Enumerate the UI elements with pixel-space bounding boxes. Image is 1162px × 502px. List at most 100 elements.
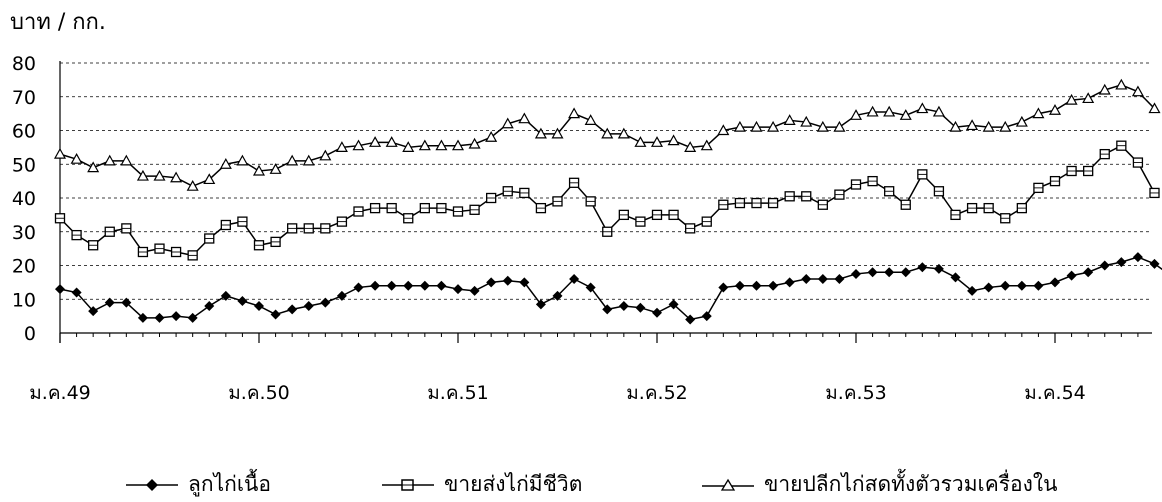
data-point xyxy=(667,134,680,146)
data-point xyxy=(717,124,730,136)
data-point xyxy=(519,277,530,288)
data-point xyxy=(966,119,979,131)
legend-marker-1 xyxy=(382,478,434,491)
data-point xyxy=(71,287,82,298)
data-point xyxy=(403,280,414,291)
y-tick-label: 30 xyxy=(12,222,36,244)
data-point xyxy=(685,314,696,325)
data-point xyxy=(700,139,713,151)
data-point xyxy=(1066,270,1077,281)
data-point xyxy=(153,169,166,181)
data-point xyxy=(849,109,863,120)
legend-item-1: ขายส่งไก่มีชีวิต xyxy=(380,468,582,501)
data-point xyxy=(949,120,962,132)
data-point xyxy=(171,311,182,322)
data-point xyxy=(1099,260,1110,271)
data-point xyxy=(999,120,1012,132)
data-point xyxy=(634,136,647,147)
data-point xyxy=(867,267,878,278)
data-point xyxy=(817,274,828,284)
legend-label-1: ขายส่งไก่มีชีวิต xyxy=(444,472,583,496)
data-point xyxy=(502,275,513,286)
data-point xyxy=(568,107,581,119)
data-point xyxy=(1083,267,1094,278)
data-point xyxy=(286,154,299,166)
data-point xyxy=(783,114,796,125)
data-point xyxy=(419,280,430,291)
data-point xyxy=(485,131,498,142)
data-point xyxy=(768,280,779,291)
axes xyxy=(59,61,1152,343)
data-point xyxy=(120,154,133,166)
data-point xyxy=(87,161,100,173)
data-point xyxy=(534,127,547,139)
data-point xyxy=(1082,92,1095,104)
data-point xyxy=(352,139,365,151)
data-point xyxy=(1033,280,1044,291)
data-point xyxy=(617,127,630,139)
data-point xyxy=(518,112,531,124)
data-point xyxy=(1116,257,1127,268)
data-point xyxy=(386,280,397,291)
x-tick-label: ม.ค.51 xyxy=(427,382,489,404)
data-point xyxy=(220,290,231,301)
legend-label-0: ลูกไก่เนื้อ xyxy=(188,472,272,496)
y-tick-label: 70 xyxy=(12,87,36,109)
x-tick-labels: ม.ค.49 ม.ค.50 ม.ค.51 ม.ค.52 ม.ค.53 ม.ค.54 xyxy=(29,382,1086,404)
data-point xyxy=(751,280,762,291)
data-point xyxy=(652,307,662,318)
y-tick-label: 60 xyxy=(12,121,36,143)
x-tick-label: ม.ค.52 xyxy=(626,382,688,404)
data-point xyxy=(884,267,895,278)
y-tick-label: 80 xyxy=(12,53,36,75)
data-point xyxy=(287,304,298,315)
data-point xyxy=(535,299,546,310)
data-point xyxy=(784,277,795,288)
legend-marker-0 xyxy=(126,478,178,491)
data-point xyxy=(254,301,264,311)
data-point xyxy=(551,127,564,139)
data-point xyxy=(237,295,248,306)
data-point xyxy=(1131,85,1144,97)
data-point xyxy=(303,301,314,311)
data-point xyxy=(916,102,929,114)
data-point xyxy=(767,120,780,132)
data-point xyxy=(983,282,994,293)
data-point xyxy=(302,154,315,166)
data-point xyxy=(103,154,116,166)
data-point xyxy=(1015,115,1028,127)
data-point xyxy=(55,284,65,295)
data-point xyxy=(369,136,382,147)
data-point xyxy=(635,302,646,313)
data-point xyxy=(486,277,497,288)
data-point xyxy=(1000,280,1011,291)
data-point xyxy=(1148,102,1161,114)
data-point xyxy=(435,139,448,151)
data-point xyxy=(866,105,879,117)
data-point xyxy=(402,141,415,152)
data-point xyxy=(1048,104,1062,115)
data-point xyxy=(1065,93,1078,105)
data-point xyxy=(982,120,995,132)
data-point xyxy=(684,141,697,152)
data-point xyxy=(851,268,861,279)
y-tick-label: 20 xyxy=(12,256,36,278)
data-point xyxy=(319,149,332,161)
data-point xyxy=(385,136,398,147)
data-point xyxy=(418,139,431,151)
legend-marker-2 xyxy=(702,478,754,491)
data-point xyxy=(917,262,928,273)
data-point xyxy=(252,164,266,176)
y-axis-unit-label: บาท / กก. xyxy=(10,10,106,35)
y-tick-label: 40 xyxy=(12,188,36,210)
data-point xyxy=(451,139,465,151)
gridlines xyxy=(60,62,1152,300)
data-point xyxy=(320,297,331,308)
data-point xyxy=(336,290,347,301)
data-point xyxy=(1115,78,1128,90)
data-point xyxy=(1032,107,1045,119)
x-tick-label: ม.ค.50 xyxy=(228,382,290,404)
data-point xyxy=(833,120,846,132)
data-point xyxy=(701,311,712,322)
